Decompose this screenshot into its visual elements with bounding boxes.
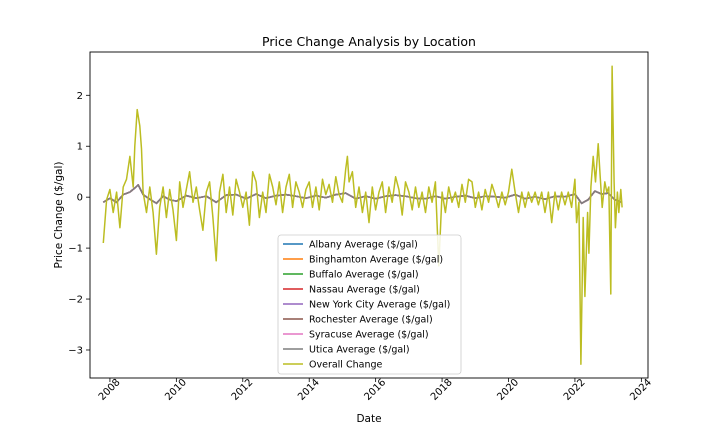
series-layer [102, 65, 623, 365]
legend-label: Binghamton Average ($/gal) [309, 255, 443, 266]
y-tick-label: −3 [68, 345, 83, 356]
legend-label: Syracuse Average ($/gal) [309, 330, 429, 341]
legend-box [277, 234, 462, 375]
x-tick-label: 2012 [230, 377, 256, 403]
legend-label: Nassau Average ($/gal) [309, 285, 420, 296]
y-tick-label: −1 [68, 244, 83, 255]
x-tick-label: 2010 [163, 377, 189, 403]
x-tick-label: 2024 [628, 377, 654, 403]
x-tick-label: 2014 [296, 377, 322, 403]
x-axis-label: Date [356, 413, 381, 425]
legend-label: Buffalo Average ($/gal) [309, 270, 419, 281]
legend-label: Rochester Average ($/gal) [309, 315, 433, 326]
x-tick-label: 2018 [429, 377, 455, 403]
plot-frame [89, 51, 649, 379]
y-tick-label: −2 [68, 295, 83, 306]
y-tick-label: 2 [77, 91, 83, 102]
y-tick-label: 1 [77, 142, 83, 153]
x-tick-label: 2020 [495, 377, 521, 403]
legend: Albany Average ($/gal) Binghamton Average… [277, 234, 462, 375]
legend-label: New York City Average ($/gal) [309, 300, 450, 311]
legend-label: Albany Average ($/gal) [309, 240, 418, 251]
chart-title: Price Change Analysis by Location [262, 34, 476, 49]
x-tick-label: 2008 [97, 377, 123, 403]
x-tick-label: 2022 [562, 377, 588, 403]
x-tick-label: 2016 [363, 377, 389, 403]
legend-label: Overall Change [309, 360, 382, 371]
legend-label: Utica Average ($/gal) [309, 345, 410, 356]
series-line-overall-change [102, 65, 623, 365]
y-tick-label: 0 [77, 193, 83, 204]
y-axis-label: Price Change ($/gal) [53, 162, 65, 269]
